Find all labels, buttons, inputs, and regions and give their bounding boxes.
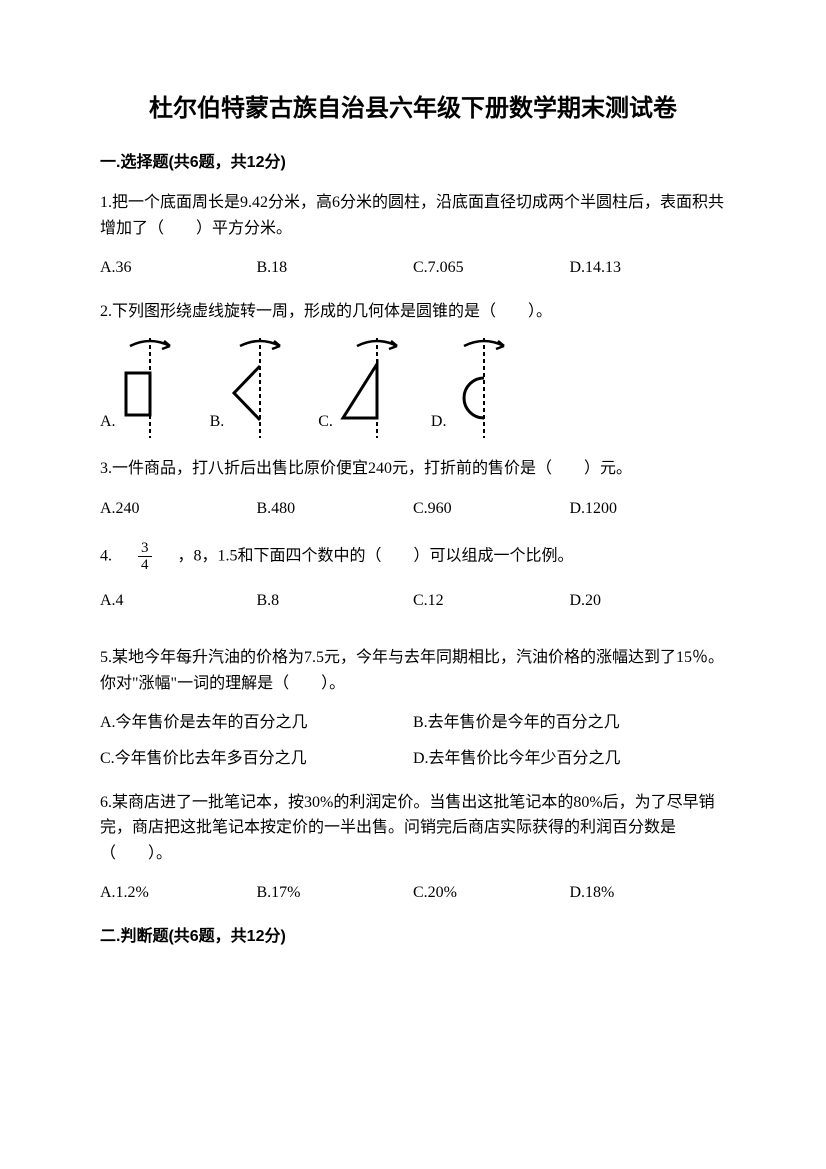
question-2: 2.下列图形绕虚线旋转一周，形成的几何体是圆锥的是（ ）。 A. B. C. (100, 299, 726, 439)
q4-frac-num: 3 (138, 540, 152, 558)
page-title: 杜尔伯特蒙古族自治县六年级下册数学期末测试卷 (100, 90, 726, 128)
q5-option-d: D.去年售价比今年少百分之几 (413, 746, 726, 772)
q3-option-a: A.240 (100, 496, 257, 522)
q2-shape-c: C. (318, 338, 401, 438)
q6-option-a: A.1.2% (100, 880, 257, 906)
q4-option-d: D.20 (570, 588, 727, 614)
q6-option-b: B.17% (257, 880, 414, 906)
q5-text: 5.某地今年每升汽油的价格为7.5元，今年与去年同期相比，汽油价格的涨幅达到了1… (100, 645, 726, 696)
q1-option-a: A.36 (100, 255, 257, 281)
q6-options: A.1.2% B.17% C.20% D.18% (100, 880, 726, 906)
q5-options-1: A.今年售价是去年的百分之几 B.去年售价是今年的百分之几 (100, 710, 726, 736)
q2-text: 2.下列图形绕虚线旋转一周，形成的几何体是圆锥的是（ ）。 (100, 299, 726, 325)
q2-label-d: D. (431, 409, 447, 439)
question-1: 1.把一个底面周长是9.42分米，高6分米的圆柱，沿底面直径切成两个半圆柱后，表… (100, 190, 726, 281)
q5-option-b: B.去年售价是今年的百分之几 (413, 710, 726, 736)
q5-options-2: C.今年售价比去年多百分之几 D.去年售价比今年少百分之几 (100, 746, 726, 772)
q3-option-b: B.480 (257, 496, 414, 522)
question-3: 3.一件商品，打八折后出售比原价便宜240元，打折前的售价是（ ）元。 A.24… (100, 456, 726, 521)
q1-option-d: D.14.13 (570, 255, 727, 281)
question-4: 4. 3 4 ，8，1.5和下面四个数中的（ ）可以组成一个比例。 A.4 B.… (100, 540, 726, 614)
q2-shape-a: A. (100, 338, 180, 438)
q5-option-a: A.今年售价是去年的百分之几 (100, 710, 413, 736)
section-2-header: 二.判断题(共6题，共12分) (100, 924, 726, 950)
q2-shape-d: D. (431, 338, 511, 438)
rotation-shape-c-icon (337, 338, 401, 438)
q3-text: 3.一件商品，打八折后出售比原价便宜240元，打折前的售价是（ ）元。 (100, 456, 726, 482)
rotation-shape-d-icon (450, 338, 510, 438)
q4-frac-den: 4 (138, 557, 152, 574)
q4-option-b: B.8 (257, 588, 414, 614)
q6-option-d: D.18% (570, 880, 727, 906)
q2-shapes: A. B. C. (100, 338, 726, 438)
q4-option-a: A.4 (100, 588, 257, 614)
q2-label-c: C. (318, 409, 333, 439)
q1-option-b: B.18 (257, 255, 414, 281)
q1-options: A.36 B.18 C.7.065 D.14.13 (100, 255, 726, 281)
question-5: 5.某地今年每升汽油的价格为7.5元，今年与去年同期相比，汽油价格的涨幅达到了1… (100, 645, 726, 771)
q6-text: 6.某商店进了一批笔记本，按30%的利润定价。当售出这批笔记本的80%后，为了尽… (100, 790, 726, 867)
section-1-header: 一.选择题(共6题，共12分) (100, 150, 726, 176)
q4-text: 4. 3 4 ，8，1.5和下面四个数中的（ ）可以组成一个比例。 (100, 540, 726, 574)
q3-options: A.240 B.480 C.960 D.1200 (100, 496, 726, 522)
q4-pre: 4. (100, 547, 128, 564)
q2-label-a: A. (100, 409, 116, 439)
q4-post: ，8，1.5和下面四个数中的（ ）可以组成一个比例。 (162, 547, 574, 564)
q6-option-c: C.20% (413, 880, 570, 906)
rotation-shape-b-icon (228, 338, 288, 438)
q1-option-c: C.7.065 (413, 255, 570, 281)
q2-shape-b: B. (210, 338, 289, 438)
q4-fraction: 3 4 (138, 540, 152, 574)
q4-option-c: C.12 (413, 588, 570, 614)
question-6: 6.某商店进了一批笔记本，按30%的利润定价。当售出这批笔记本的80%后，为了尽… (100, 790, 726, 906)
rotation-shape-a-icon (120, 338, 180, 438)
q2-label-b: B. (210, 409, 225, 439)
q3-option-d: D.1200 (570, 496, 727, 522)
q4-options: A.4 B.8 C.12 D.20 (100, 588, 726, 614)
q1-text: 1.把一个底面周长是9.42分米，高6分米的圆柱，沿底面直径切成两个半圆柱后，表… (100, 190, 726, 241)
q3-option-c: C.960 (413, 496, 570, 522)
q5-option-c: C.今年售价比去年多百分之几 (100, 746, 413, 772)
